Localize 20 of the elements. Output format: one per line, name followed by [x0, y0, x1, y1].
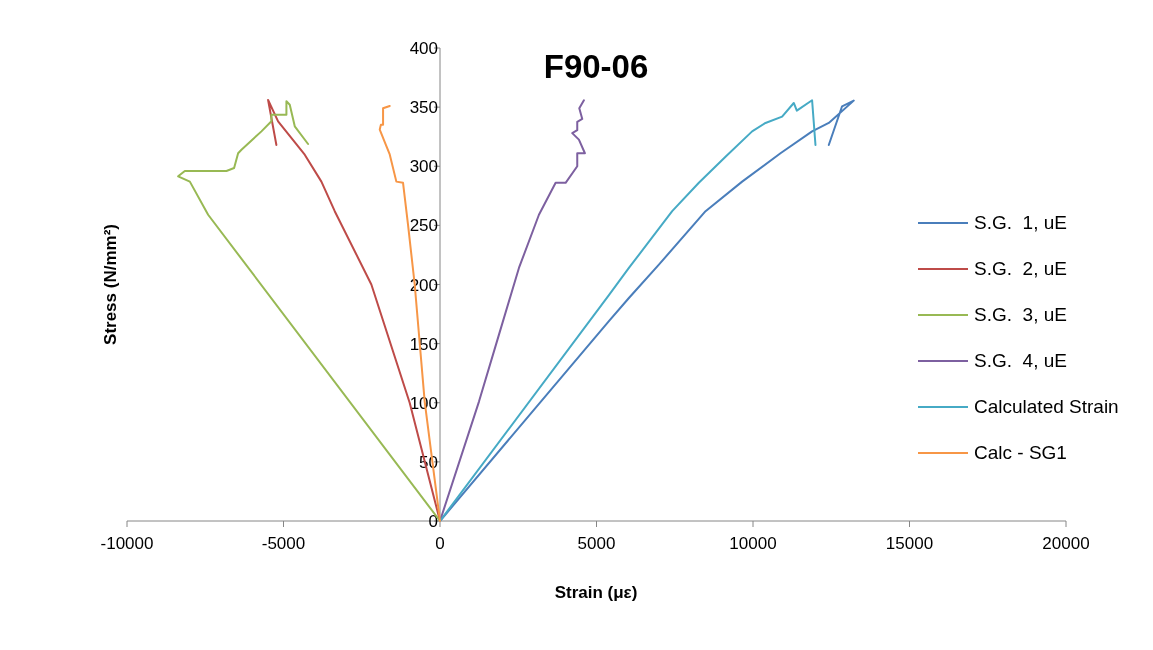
x-axis-title: Strain (με) [554, 583, 638, 602]
legend-label: S.G. 3, uE [974, 304, 1067, 325]
y-tick-label: 250 [409, 216, 438, 236]
x-tick-label: 15000 [885, 534, 934, 553]
y-tick-label: 300 [409, 157, 438, 177]
legend-label: S.G. 1, uE [974, 212, 1067, 233]
x-tick-label: 20000 [1042, 534, 1090, 553]
legend-label: Calc - SG1 [974, 442, 1067, 463]
y-tick-label: 350 [409, 98, 438, 118]
legend-label: Calculated Strain [974, 396, 1119, 417]
x-tick-label: 10000 [729, 534, 777, 553]
legend-label: S.G. 4, uE [974, 350, 1067, 371]
y-axis-title: Stress (N/mm²) [101, 224, 120, 345]
y-tick-label: 400 [409, 39, 438, 58]
legend-label: S.G. 2, uE [974, 258, 1067, 279]
y-tick-label: 0 [428, 512, 438, 531]
x-tick-label: -5000 [261, 534, 306, 553]
x-tick-label: 5000 [577, 534, 616, 553]
chart-title: F90-06 [543, 48, 649, 85]
x-tick-label: -10000 [100, 534, 154, 553]
